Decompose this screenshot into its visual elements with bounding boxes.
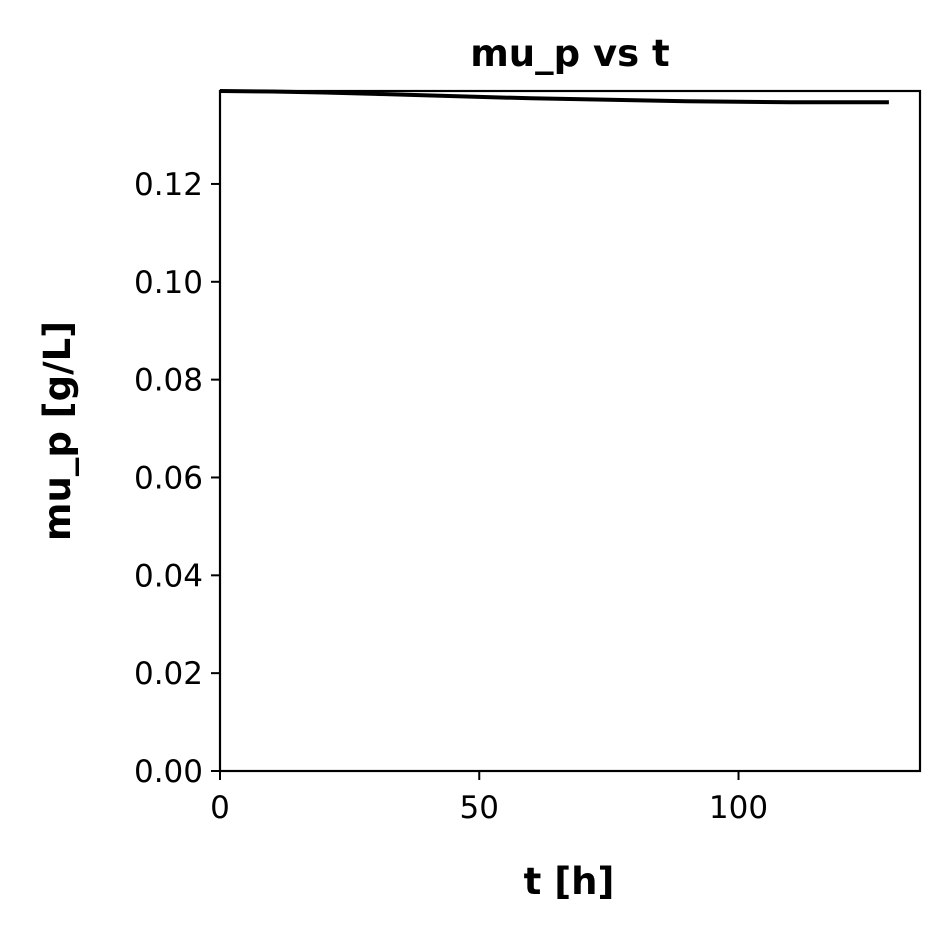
x-tick-label: 50 [460, 790, 499, 826]
x-tick-label: 0 [210, 790, 230, 826]
y-tick-label: 0.08 [134, 363, 203, 399]
chart-title: mu_p vs t [470, 32, 669, 75]
y-tick-label: 0.02 [134, 656, 203, 692]
y-axis-title: mu_p [g/L] [36, 321, 79, 541]
y-tick-label: 0.00 [134, 754, 203, 790]
y-tick-label: 0.10 [134, 265, 203, 301]
y-tick-label: 0.04 [134, 558, 203, 594]
x-axis-title: t [h] [524, 860, 615, 903]
series-line [219, 89, 889, 105]
series-layer [219, 89, 889, 105]
x-axis-ticks: 0 50 100 [210, 771, 768, 826]
y-tick-label: 0.06 [134, 460, 203, 496]
plot-frame [218, 89, 922, 773]
y-axis-ticks: 0.00 0.02 0.04 0.06 0.08 0.10 0.12 [134, 167, 220, 790]
x-tick-label: 100 [709, 790, 768, 826]
y-tick-label: 0.12 [134, 167, 203, 203]
